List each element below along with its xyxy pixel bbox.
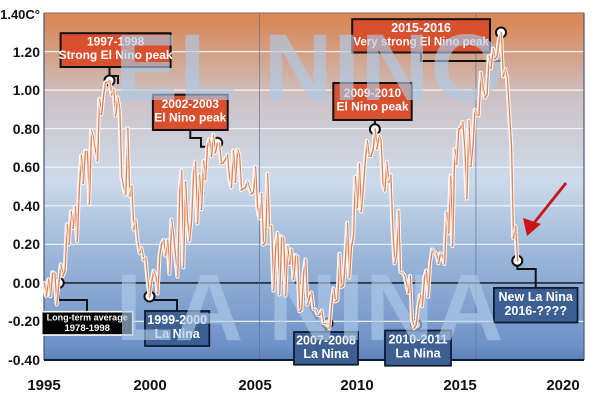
svg-text:2005: 2005 <box>238 377 271 394</box>
svg-text:2016-????: 2016-???? <box>504 304 567 318</box>
svg-text:0.60: 0.60 <box>13 159 40 175</box>
svg-text:1.00: 1.00 <box>13 82 40 98</box>
svg-text:-0.20: -0.20 <box>8 313 40 329</box>
svg-text:LA NINA: LA NINA <box>116 255 505 361</box>
svg-text:1995: 1995 <box>27 377 60 394</box>
svg-text:0.20: 0.20 <box>13 236 40 252</box>
svg-text:0.00: 0.00 <box>13 275 40 291</box>
svg-text:2015: 2015 <box>443 377 476 394</box>
svg-text:New La Nina: New La Nina <box>499 290 574 304</box>
svg-text:1.40C°: 1.40C° <box>0 7 40 22</box>
svg-text:-0.40: -0.40 <box>8 352 40 368</box>
svg-text:EL NINO: EL NINO <box>115 15 506 121</box>
svg-text:0.80: 0.80 <box>13 121 40 137</box>
svg-text:1978-1998: 1978-1998 <box>64 323 109 334</box>
svg-text:1.20: 1.20 <box>13 44 40 60</box>
svg-text:2000: 2000 <box>133 377 166 394</box>
svg-text:2020: 2020 <box>546 377 579 394</box>
svg-text:0.40: 0.40 <box>13 198 40 214</box>
svg-text:2010: 2010 <box>340 377 373 394</box>
